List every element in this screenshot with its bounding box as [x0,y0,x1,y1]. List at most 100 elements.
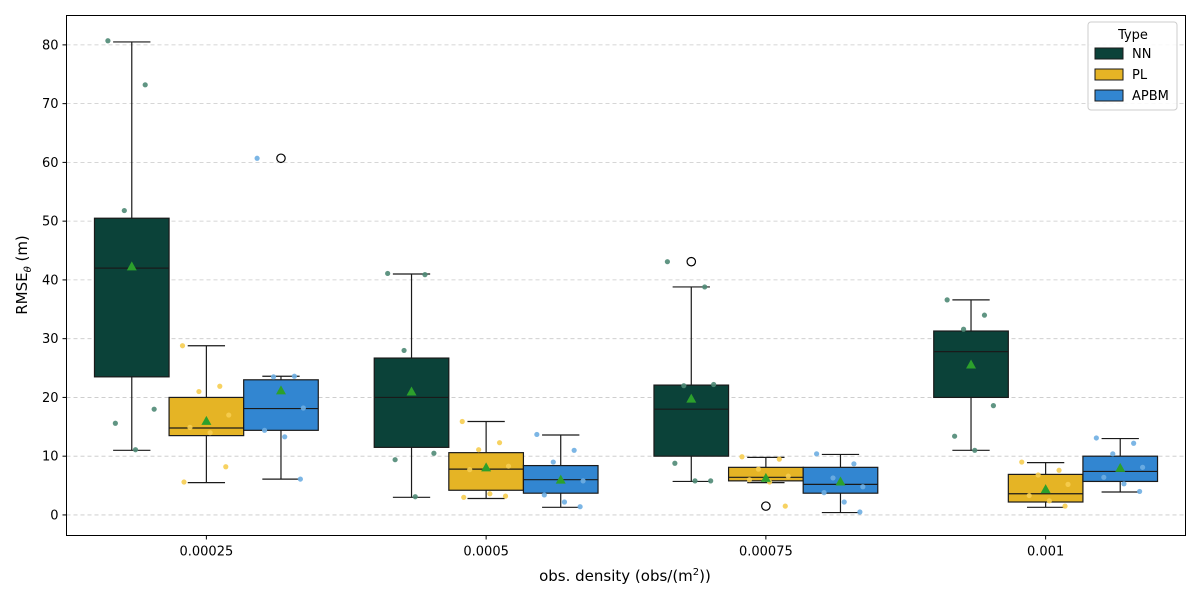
data-point [841,499,847,505]
y-tick-label: 0 [50,508,58,523]
box-nn-0.00025 [93,41,170,451]
data-point [1035,472,1041,478]
y-tick-label: 40 [42,273,59,288]
data-point [746,477,753,483]
iqr-box [373,357,450,448]
legend-label-nn: NN [1132,47,1151,62]
data-point [105,38,111,44]
data-point [1065,481,1071,487]
data-point [851,461,857,467]
data-point [830,475,836,481]
legend-swatch-apbm [1094,89,1124,102]
box-series-layer [93,41,1159,514]
legend-title: Type [1117,28,1148,43]
data-point [711,381,717,388]
outlier-marker [276,153,286,164]
data-point [223,464,229,470]
mean-marker [555,474,566,484]
data-point [217,383,223,389]
iqr-box [93,217,170,378]
y-axis-label: RMSEθ (m) [13,235,34,315]
data-point [300,405,306,411]
data-point [1140,464,1146,470]
data-point [270,374,277,380]
mean-marker [1115,462,1126,472]
mean-marker [686,393,697,403]
data-point [181,479,187,485]
mean-marker [835,476,846,486]
data-point [392,457,398,463]
data-point [1019,459,1025,465]
outlier-marker [761,501,771,511]
data-point [944,297,950,303]
y-tick-label: 20 [42,391,59,406]
box-pl-0.00025 [168,345,245,484]
data-point [739,454,745,460]
data-point [755,466,762,472]
data-point [981,312,988,318]
data-point [291,373,298,379]
data-point [487,491,493,497]
box-nn-0.0005 [373,273,450,498]
data-point [534,431,540,438]
data-point [672,460,678,466]
data-point [207,430,213,436]
data-point [401,347,407,354]
legend-label-apbm: APBM [1132,89,1169,104]
outlier-marker [686,256,697,267]
data-point [1093,435,1099,441]
x-axis-ticks: 0.00025 0.0005 0.00075 0.001 [179,535,1064,560]
data-point [187,424,193,430]
iqr-box [448,452,525,491]
data-point [412,494,418,500]
data-point [681,383,687,389]
data-point [505,463,512,469]
x-axis-label: obs. density (obs/(m2)) [539,567,711,585]
data-point [179,343,186,349]
data-point [860,484,866,490]
legend: Type NN PL APBM [1087,21,1178,111]
mean-marker [126,261,137,271]
data-point [857,509,863,515]
data-point [692,478,698,484]
data-point [1101,474,1107,480]
mean-marker [406,386,417,396]
box-apbm-0.0005 [522,434,599,508]
data-point [702,284,708,290]
data-point [561,499,568,505]
data-point [782,503,788,509]
legend-swatch-pl [1094,68,1124,81]
mean-marker [275,385,286,395]
data-point [1062,503,1068,509]
y-tick-label: 70 [42,97,59,112]
data-point [577,504,583,510]
x-tick-label: 0.0005 [463,545,509,560]
data-point [422,272,428,278]
data-point [1056,467,1062,473]
data-point [541,492,547,498]
mean-marker [966,359,977,369]
data-point [297,476,303,482]
data-point [580,478,586,484]
data-point [1121,481,1127,487]
y-gridlines [66,44,1186,516]
data-point [1046,498,1052,504]
data-point [664,259,671,265]
data-point [226,412,232,418]
mean-marker [1040,484,1051,494]
y-tick-label: 30 [42,332,59,347]
data-point [282,434,288,440]
data-point [121,207,127,214]
legend-swatch-nn [1094,47,1124,60]
iqr-box [933,330,1009,399]
data-point [960,326,967,332]
data-point [254,155,260,161]
box-nn-0.001 [933,299,1009,451]
data-point [496,440,503,446]
y-tick-label: 80 [42,38,59,53]
plot-frame [66,15,1186,536]
data-point [821,490,827,496]
data-point [431,450,437,456]
mean-marker [201,415,212,425]
